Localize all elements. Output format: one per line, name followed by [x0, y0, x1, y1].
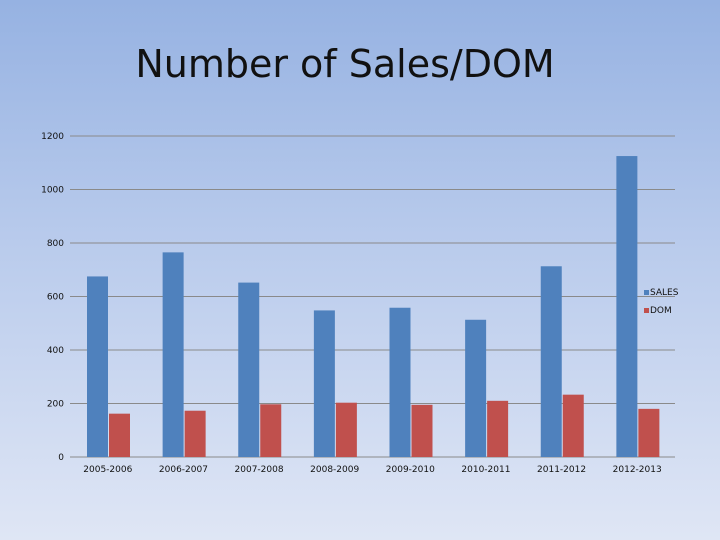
bar-dom — [335, 402, 357, 457]
bar-sales — [465, 319, 487, 457]
bar-dom — [562, 394, 584, 457]
bar-dom — [411, 404, 433, 457]
x-tick-label: 2010-2011 — [461, 465, 510, 475]
y-tick-label: 600 — [47, 293, 64, 303]
x-axis-labels: 2005-2006 2006-2007 2007-2008 2008-2009 2009… — [83, 465, 661, 475]
bar-sales — [313, 310, 335, 457]
x-tick-label: 2012-2013 — [613, 465, 662, 475]
x-tick-label: 2005-2006 — [83, 465, 132, 475]
y-tick-label: 400 — [47, 346, 64, 356]
y-tick-label: 1200 — [41, 132, 64, 142]
legend-label-dom: DOM — [650, 306, 672, 316]
bar-sales — [540, 266, 562, 457]
bar-sales — [389, 307, 411, 457]
y-tick-label: 800 — [47, 239, 64, 249]
bar-dom — [487, 400, 509, 457]
y-tick-label: 1000 — [41, 186, 64, 196]
legend-label-sales: SALES — [650, 288, 679, 298]
legend: SALES DOM — [644, 288, 679, 316]
slide-title: Number of Sales/DOM — [135, 42, 555, 86]
bar-dom — [638, 408, 660, 457]
bar-sales — [87, 276, 108, 457]
x-tick-label: 2006-2007 — [159, 465, 208, 475]
bars — [87, 156, 660, 457]
bar-dom — [109, 413, 130, 457]
bar-dom — [260, 404, 282, 457]
x-tick-label: 2007-2008 — [235, 465, 284, 475]
y-tick-label: 0 — [58, 453, 64, 463]
bar-sales — [238, 282, 260, 457]
y-axis-labels: 0 200 400 600 800 1000 1200 — [41, 132, 64, 463]
bar-sales — [616, 156, 638, 457]
bar-sales — [162, 252, 184, 457]
x-tick-label: 2008-2009 — [310, 465, 359, 475]
bar-dom — [184, 410, 206, 457]
legend-swatch-dom — [644, 308, 649, 313]
legend-swatch-sales — [644, 290, 649, 295]
x-tick-label: 2011-2012 — [537, 465, 586, 475]
y-tick-label: 200 — [47, 400, 64, 410]
gridlines — [70, 135, 675, 458]
x-tick-label: 2009-2010 — [386, 465, 435, 475]
